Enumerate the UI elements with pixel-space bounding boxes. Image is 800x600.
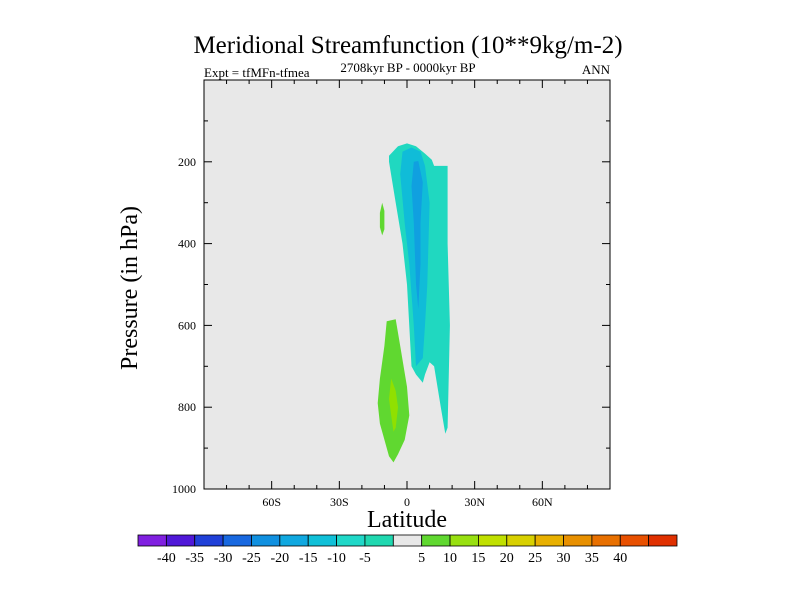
colorbar-label: -40 [157, 551, 176, 566]
contour-pos-core [389, 378, 398, 432]
y-axis-label: Pressure (in hPa) [117, 206, 143, 370]
colorbar-swatch [648, 534, 678, 547]
y-tick-label: 200 [178, 155, 196, 169]
colorbar: -40 -35 -30 -25 -20 -15 -10 -5 5 10 15 20 25 30 35 40 [137, 534, 678, 566]
colorbar-label: -5 [359, 551, 371, 566]
colorbar-label: 35 [585, 551, 599, 566]
x-axis-label: Latitude [367, 507, 447, 533]
colorbar-label: -30 [214, 551, 233, 566]
y-tick-label: 400 [178, 237, 196, 251]
colorbar-label: 10 [443, 551, 457, 566]
colorbar-swatch [478, 534, 508, 547]
experiment-label: Expt = tfMFn-tfmea [204, 65, 310, 80]
colorbar-label: -10 [327, 551, 346, 566]
x-tick-label: 30S [330, 495, 349, 509]
colorbar-label: 30 [557, 551, 571, 566]
contour-neg-mid [400, 147, 430, 367]
x-tick-label: 0 [404, 495, 410, 509]
colorbar-label: -25 [242, 551, 261, 566]
chart-title: Meridional Streamfunction (10**9kg/m-2) [193, 32, 622, 59]
x-tick-label: 60S [262, 495, 281, 509]
y-tick-label: 600 [178, 318, 196, 332]
colorbar-swatch [591, 534, 621, 547]
colorbar-swatch [364, 534, 394, 547]
colorbar-label: 20 [500, 551, 514, 566]
season-label: ANN [582, 62, 611, 77]
contour-neg-core [411, 161, 423, 309]
colorbar-swatch [222, 534, 252, 547]
colorbar-label: 15 [471, 551, 485, 566]
x-tick-label: 60N [532, 495, 553, 509]
colorbar-swatch [165, 534, 196, 547]
colorbar-label: -15 [299, 551, 318, 566]
colorbar-label: -35 [185, 551, 204, 566]
colorbar-swatch [421, 534, 451, 547]
colorbar-label: 40 [613, 551, 627, 566]
colorbar-swatch [279, 534, 309, 547]
plot-area: 60S 30S 0 30N 60N 200 400 600 800 1000 [172, 79, 611, 509]
colorbar-swatch [392, 534, 423, 547]
colorbar-swatch [336, 534, 366, 547]
colorbar-swatch [137, 534, 167, 547]
colorbar-swatch [194, 534, 224, 547]
colorbar-swatch [506, 534, 536, 547]
colorbar-swatch [534, 534, 564, 547]
x-tick-label: 30N [464, 495, 485, 509]
y-tick-label: 800 [178, 400, 196, 414]
colorbar-swatch [563, 534, 593, 547]
colorbar-label: 25 [528, 551, 542, 566]
colorbar-swatch [307, 534, 337, 547]
contour-pos-small [379, 202, 385, 236]
y-tick-label: 1000 [172, 482, 196, 496]
colorbar-swatch [449, 534, 479, 547]
colorbar-label: 5 [418, 551, 425, 566]
colorbar-label: -20 [271, 551, 290, 566]
colorbar-swatch [619, 534, 650, 547]
colorbar-swatch [251, 534, 281, 547]
period-label: 2708kyr BP - 0000kyr BP [340, 60, 475, 75]
